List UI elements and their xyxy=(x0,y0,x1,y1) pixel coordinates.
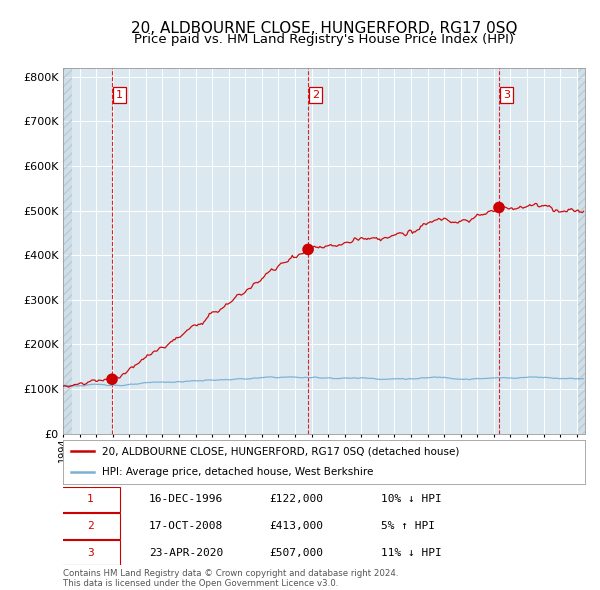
Text: HPI: Average price, detached house, West Berkshire: HPI: Average price, detached house, West… xyxy=(102,467,374,477)
Text: 1: 1 xyxy=(116,90,123,100)
Text: 11% ↓ HPI: 11% ↓ HPI xyxy=(382,548,442,558)
FancyBboxPatch shape xyxy=(61,513,121,539)
Text: 3: 3 xyxy=(503,90,510,100)
Text: 3: 3 xyxy=(87,548,94,558)
Text: £413,000: £413,000 xyxy=(269,521,323,531)
Text: 20, ALDBOURNE CLOSE, HUNGERFORD, RG17 0SQ (detached house): 20, ALDBOURNE CLOSE, HUNGERFORD, RG17 0S… xyxy=(102,447,460,457)
Text: 20, ALDBOURNE CLOSE, HUNGERFORD, RG17 0SQ: 20, ALDBOURNE CLOSE, HUNGERFORD, RG17 0S… xyxy=(131,21,517,35)
Text: Contains HM Land Registry data © Crown copyright and database right 2024.
This d: Contains HM Land Registry data © Crown c… xyxy=(63,569,398,588)
Text: 16-DEC-1996: 16-DEC-1996 xyxy=(149,494,223,504)
Text: Price paid vs. HM Land Registry's House Price Index (HPI): Price paid vs. HM Land Registry's House … xyxy=(134,33,514,46)
Text: 17-OCT-2008: 17-OCT-2008 xyxy=(149,521,223,531)
Text: 2: 2 xyxy=(87,521,94,531)
Point xyxy=(107,375,117,384)
Text: 5% ↑ HPI: 5% ↑ HPI xyxy=(382,521,436,531)
Text: £507,000: £507,000 xyxy=(269,548,323,558)
FancyBboxPatch shape xyxy=(61,487,121,512)
Point xyxy=(494,203,504,212)
Text: 2: 2 xyxy=(312,90,319,100)
Text: 10% ↓ HPI: 10% ↓ HPI xyxy=(382,494,442,504)
Text: £122,000: £122,000 xyxy=(269,494,323,504)
Text: 1: 1 xyxy=(87,494,94,504)
FancyBboxPatch shape xyxy=(61,540,121,565)
Text: 23-APR-2020: 23-APR-2020 xyxy=(149,548,223,558)
Point xyxy=(303,245,313,254)
